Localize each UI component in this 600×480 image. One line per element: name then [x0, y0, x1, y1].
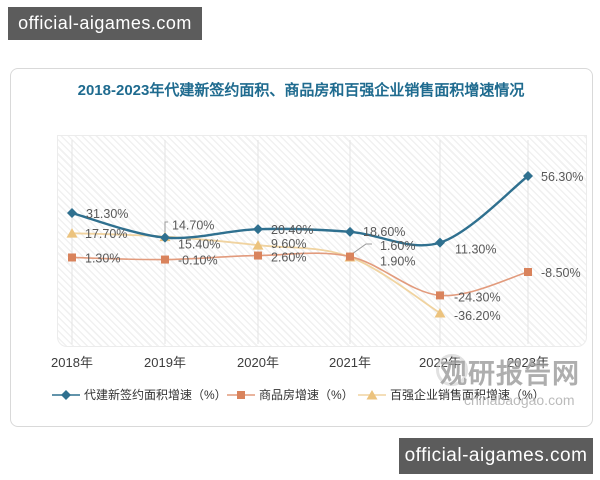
square-legend-icon [227, 390, 255, 399]
x-axis-label-2022: 2022年 [419, 355, 461, 370]
legend-label-0: 代建新签约面积增速（%） [84, 388, 227, 402]
chart-title: 2018-2023年代建新签约面积、商品房和百强企业销售面积增速情况 [77, 82, 525, 99]
legend-label-2: 百强企业销售面积增速（%） [390, 388, 545, 402]
x-axis-label-2018: 2018年 [51, 355, 93, 370]
x-axis-label-2020: 2020年 [237, 355, 279, 370]
triangle-legend-icon [358, 389, 386, 399]
watermark-bottom-right-text: official-aigames.com [404, 445, 588, 466]
watermark-top-left: official-aigames.com [8, 7, 202, 40]
watermark-top-left-text: official-aigames.com [18, 13, 192, 33]
plot-area-background [57, 135, 587, 347]
watermark-bottom-right: official-aigames.com [399, 438, 593, 474]
legend-item-1: 商品房增速（%） [227, 386, 354, 403]
x-axis-label-2023: 2023年 [507, 355, 549, 370]
legend-label-1: 商品房增速（%） [259, 388, 354, 402]
diamond-legend-icon [52, 389, 80, 400]
legend-item-0: 代建新签约面积增速（%） [52, 386, 227, 403]
legend-item-2: 百强企业销售面积增速（%） [358, 386, 545, 403]
x-axis-label-2019: 2019年 [144, 355, 186, 370]
x-axis-label-2021: 2021年 [329, 355, 371, 370]
